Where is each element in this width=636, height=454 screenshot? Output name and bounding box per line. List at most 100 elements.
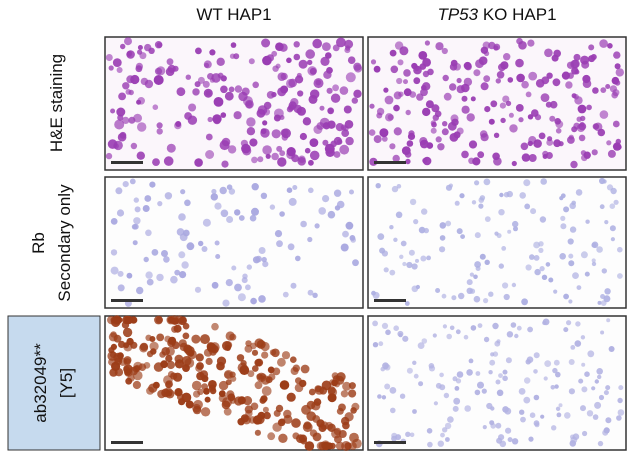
cell xyxy=(483,178,491,186)
cell xyxy=(286,78,296,89)
cell xyxy=(596,246,603,253)
cell xyxy=(182,332,190,340)
cell xyxy=(298,59,308,69)
cell xyxy=(167,338,176,348)
cell xyxy=(528,136,537,145)
cell xyxy=(492,322,499,330)
cell xyxy=(181,392,192,403)
cell xyxy=(384,364,391,371)
cell xyxy=(441,293,447,299)
cell xyxy=(384,95,394,105)
cell xyxy=(287,243,295,251)
cell xyxy=(585,219,590,224)
cell xyxy=(288,197,297,206)
cell xyxy=(150,348,157,355)
cell xyxy=(539,266,545,272)
cell xyxy=(533,255,540,261)
cell xyxy=(539,216,547,223)
cell xyxy=(563,293,569,300)
cell xyxy=(568,134,574,140)
cell xyxy=(413,373,419,379)
cell xyxy=(295,255,301,262)
cell xyxy=(524,203,531,210)
cell xyxy=(313,398,322,406)
cell xyxy=(393,237,398,242)
cell xyxy=(222,397,232,408)
cell xyxy=(167,371,175,378)
cell xyxy=(300,220,307,228)
cell xyxy=(475,371,481,376)
cell xyxy=(327,108,334,114)
cell xyxy=(269,204,276,210)
cell xyxy=(426,428,433,434)
cell xyxy=(533,352,540,359)
cell xyxy=(571,200,576,206)
cell xyxy=(133,217,141,225)
cell xyxy=(480,46,489,54)
cell xyxy=(481,388,487,394)
cell xyxy=(431,104,440,113)
cell xyxy=(132,380,141,390)
cell xyxy=(471,200,477,205)
cell xyxy=(224,371,232,379)
cell xyxy=(521,298,528,306)
cell xyxy=(447,416,454,423)
cell xyxy=(153,75,164,85)
cell xyxy=(385,329,391,336)
cell xyxy=(280,128,289,137)
cell xyxy=(138,363,147,372)
cell xyxy=(218,380,229,391)
cell xyxy=(570,59,580,69)
cell xyxy=(387,114,394,121)
cell xyxy=(396,77,403,85)
cell xyxy=(123,356,132,365)
cell xyxy=(413,65,422,75)
cell xyxy=(176,87,186,97)
cell xyxy=(578,134,586,142)
cell xyxy=(122,82,130,90)
cell xyxy=(319,117,330,128)
cell xyxy=(178,251,186,259)
cell xyxy=(254,429,261,436)
cell xyxy=(278,433,288,443)
cell xyxy=(581,386,588,393)
cell xyxy=(372,320,378,327)
cell xyxy=(205,357,213,365)
cell xyxy=(556,412,562,418)
cell xyxy=(219,186,227,195)
cell xyxy=(116,209,125,217)
cell xyxy=(201,246,208,252)
cell xyxy=(226,216,234,223)
cell xyxy=(191,334,201,344)
cell xyxy=(234,283,242,292)
cell xyxy=(540,178,547,185)
cell xyxy=(489,359,496,366)
cell xyxy=(251,156,258,164)
cell xyxy=(469,288,476,294)
cell xyxy=(246,264,252,270)
cell xyxy=(105,54,113,61)
cell xyxy=(156,42,163,48)
cell xyxy=(113,352,123,363)
cell xyxy=(393,127,402,136)
cell xyxy=(606,140,612,146)
cell xyxy=(254,381,263,390)
cell xyxy=(435,136,442,143)
cell xyxy=(493,132,500,138)
cell xyxy=(441,47,448,55)
cell xyxy=(342,230,349,238)
cell xyxy=(453,397,461,405)
cell xyxy=(434,110,442,118)
cell xyxy=(256,339,266,349)
cell xyxy=(290,367,299,375)
cell xyxy=(281,134,288,141)
cell xyxy=(340,390,349,398)
cell xyxy=(613,51,621,59)
cell xyxy=(403,69,411,77)
cell xyxy=(258,247,266,254)
cell xyxy=(484,106,491,113)
cell xyxy=(208,380,217,389)
cell xyxy=(604,220,609,225)
cell xyxy=(146,278,154,286)
cell xyxy=(561,71,571,80)
